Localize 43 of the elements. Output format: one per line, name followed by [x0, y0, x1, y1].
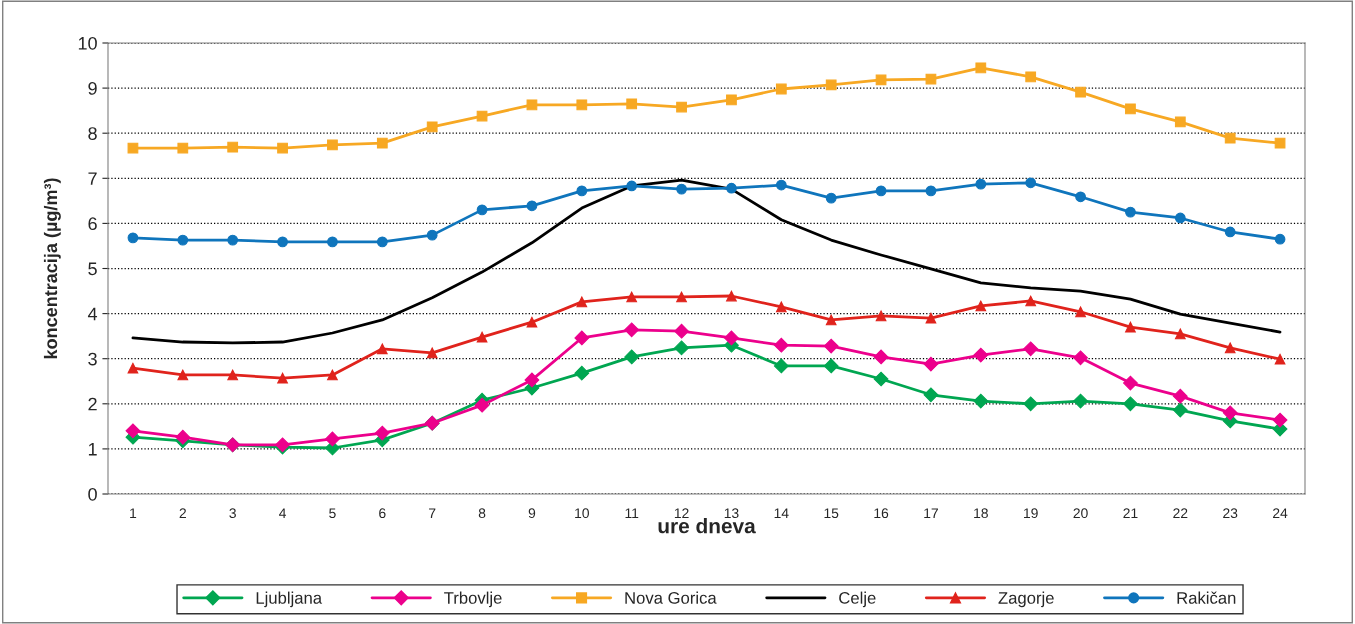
y-axis-title: koncentracija (µg/m³)	[43, 178, 61, 359]
x-tick-label: 18	[974, 508, 988, 519]
x-tick-label: 24	[1273, 508, 1288, 518]
x-tick-label: 19	[1024, 508, 1038, 519]
y-tick-label: 4	[87, 307, 98, 321]
y-tick-label: 8	[88, 127, 97, 140]
x-tick-label: 22	[1173, 508, 1188, 518]
x-tick-label: 5	[329, 508, 336, 519]
y-tick-label: 0	[88, 487, 97, 501]
x-tick-label: 7	[429, 508, 436, 518]
legend-label: Celje	[839, 591, 876, 608]
y-tick-label: 3	[88, 352, 97, 366]
x-axis-title: ure dneva	[658, 518, 756, 534]
x-tick-label: 17	[924, 508, 938, 518]
y-tick-label: 7	[88, 172, 97, 185]
x-tick-label: 2	[179, 508, 186, 518]
x-tick-label: 15	[824, 508, 839, 519]
legend-label: Ljubljana	[256, 591, 323, 608]
y-tick-label: 9	[88, 82, 97, 95]
x-tick-label: 14	[774, 508, 789, 518]
x-tick-label: 3	[229, 508, 236, 519]
x-tick-label: 4	[279, 508, 287, 518]
x-tick-label: 21	[1123, 508, 1138, 518]
y-tick-label: 2	[88, 397, 97, 411]
x-tick-label: 11	[625, 508, 639, 518]
x-tick-label: 1	[130, 508, 137, 518]
x-tick-label: 13	[724, 508, 739, 519]
x-tick-label: 6	[379, 508, 386, 519]
x-tick-label: 20	[1073, 508, 1088, 519]
legend-label: Zagorje	[998, 591, 1054, 608]
x-tick-label: 12	[674, 508, 689, 518]
y-tick-label: 1	[88, 443, 97, 456]
x-tick-label: 16	[874, 508, 889, 519]
x-tick-label: 23	[1223, 508, 1238, 519]
y-tick-label: 10	[78, 36, 97, 50]
y-tick-label: 5	[88, 262, 97, 276]
legend-label: Trbovlje	[444, 591, 502, 608]
x-tick-label: 10	[575, 508, 589, 519]
y-tick-label: 6	[88, 217, 97, 231]
x-tick-label: 9	[528, 508, 536, 519]
x-tick-label: 8	[478, 508, 486, 519]
legend-label: Rakičan	[1177, 591, 1236, 604]
legend-label: Nova Gorica	[625, 591, 717, 604]
